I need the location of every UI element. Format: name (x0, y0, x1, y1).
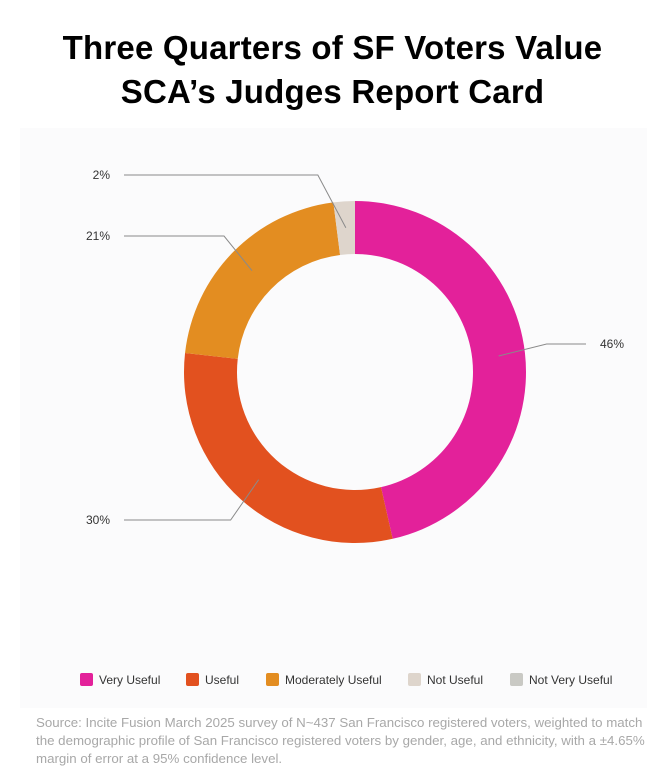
legend-swatch-not-useful (408, 673, 421, 686)
source-note: Source: Incite Fusion March 2025 survey … (36, 715, 645, 766)
leader-line-moderately-useful (124, 235, 253, 271)
chart-title-line-1: Three Quarters of SF Voters Value (62, 29, 603, 66)
slice-useful (184, 353, 393, 543)
donut-chart: 46% 30% 21% 2% Very Useful Useful Moderately U… (80, 168, 624, 687)
legend-label-not-very-useful: Not Very Useful (529, 673, 612, 687)
chart-title-line-2: SCA’s Judges Report Card (120, 73, 545, 110)
leader-line-very-useful (498, 343, 586, 357)
legend-swatch-moderately-useful (266, 673, 279, 686)
data-label-very-useful: 46% (600, 337, 624, 351)
leader-line-useful (124, 479, 260, 521)
chart-title: Three Quarters of SF Voters Value SCA’s … (0, 26, 665, 114)
data-label-useful: 30% (86, 513, 110, 527)
data-label-not-useful: 2% (93, 168, 111, 182)
legend-label-moderately-useful: Moderately Useful (285, 673, 382, 687)
legend-label-very-useful: Very Useful (99, 673, 160, 687)
legend-label-useful: Useful (205, 673, 239, 687)
leader-line-not-useful (124, 174, 347, 229)
legend-swatch-not-very-useful (510, 673, 523, 686)
data-label-moderately-useful: 21% (86, 229, 110, 243)
legend-swatch-useful (186, 673, 199, 686)
legend-swatch-very-useful (80, 673, 93, 686)
slice-very-useful (355, 201, 526, 539)
legend-label-not-useful: Not Useful (427, 673, 483, 687)
slice-moderately-useful (185, 202, 341, 359)
chart-panel: 46% 30% 21% 2% Very Useful Useful Moderately U… (20, 128, 647, 708)
